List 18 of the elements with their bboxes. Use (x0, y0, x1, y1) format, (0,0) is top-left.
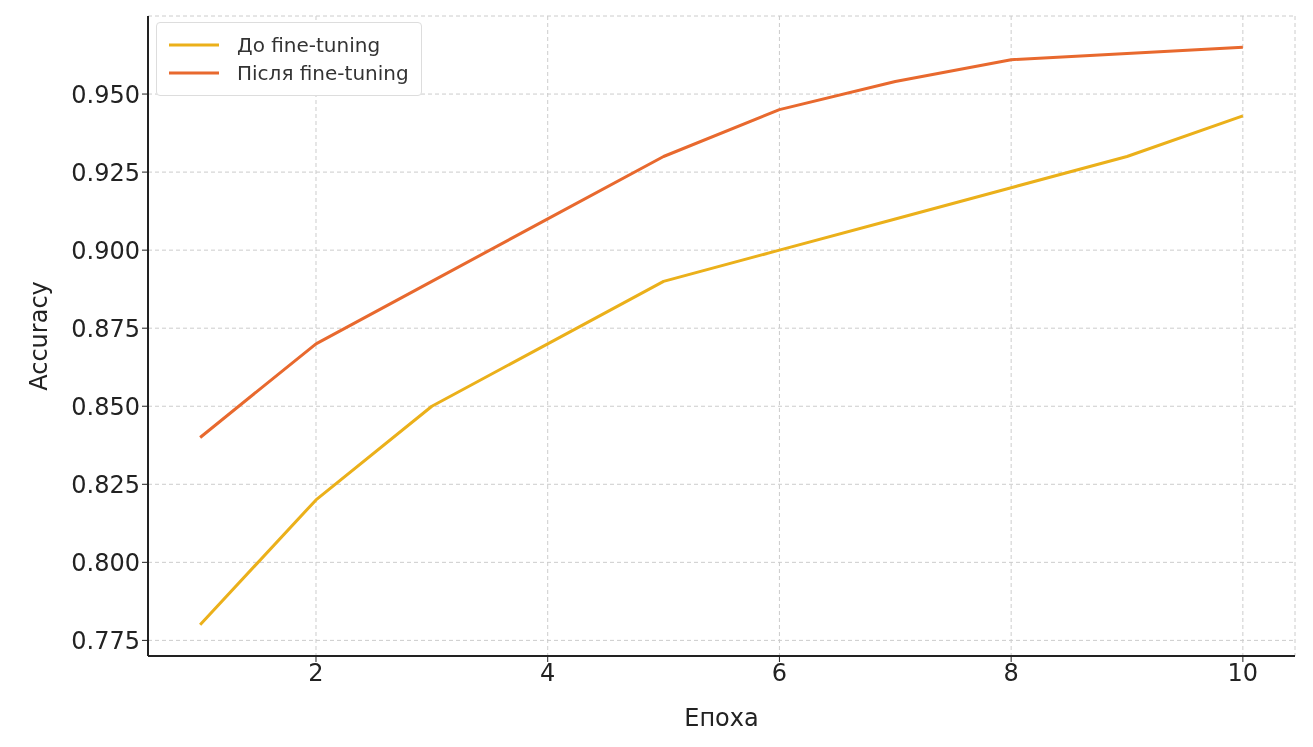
y-tick-label: 0.775 (71, 626, 140, 655)
legend-label: Після fine-tuning (237, 61, 409, 85)
y-tick-label: 0.800 (71, 548, 140, 577)
x-tick-label: 8 (1003, 659, 1019, 688)
x-tick-label: 6 (771, 659, 788, 688)
line-series (198, 114, 1245, 627)
x-tick-label: 2 (308, 659, 324, 688)
y-axis-title: Accuracy (24, 281, 53, 391)
y-tick-label: 0.875 (71, 314, 140, 343)
y-tick-label: 0.950 (71, 80, 140, 109)
x-tick-label: 10 (1227, 659, 1259, 688)
y-tick-label: 0.850 (71, 392, 140, 421)
x-tick-label: 4 (540, 659, 556, 688)
y-tick-label: 0.900 (71, 236, 140, 265)
legend-label: До fine-tuning (237, 33, 381, 57)
x-axis-title: Епоха (684, 704, 759, 732)
y-tick-label: 0.825 (71, 470, 140, 499)
y-tick-label: 0.925 (71, 158, 140, 187)
